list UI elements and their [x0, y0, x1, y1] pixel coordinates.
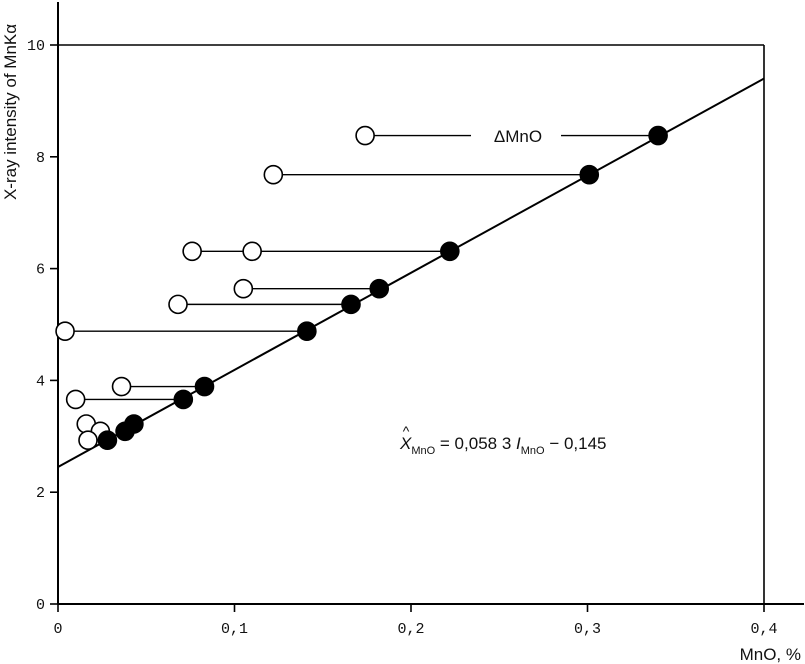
filled-data-point	[173, 389, 194, 410]
filled-data-point	[369, 278, 390, 299]
open-data-point	[182, 241, 202, 262]
open-data-point	[355, 125, 375, 146]
open-data-point	[263, 164, 284, 185]
open-data-point	[111, 376, 132, 397]
y-tick-label: 0	[36, 597, 45, 614]
regression-equation: XMnO = 0,058 3 IMnO − 0,145 ^	[399, 423, 607, 457]
equation-hat: ^	[403, 423, 410, 439]
delta-label: ΔMnO	[494, 127, 542, 146]
filled-data-point	[97, 430, 118, 451]
equation-sub2: MnO	[521, 445, 545, 457]
equation-var2: I	[516, 434, 521, 453]
open-data-point	[65, 389, 86, 410]
open-data-point	[55, 321, 75, 342]
y-tick-label: 10	[27, 38, 45, 55]
filled-data-point	[440, 241, 460, 262]
filled-data-point	[579, 164, 600, 185]
open-data-point	[233, 278, 254, 299]
y-tick-label: 6	[36, 262, 45, 279]
equation-mid: = 0,058 3	[435, 434, 516, 453]
data-points	[55, 125, 668, 451]
x-tick-label: 0,4	[750, 621, 777, 638]
x-tick-label: 0,3	[574, 621, 601, 638]
filled-data-point	[297, 321, 317, 342]
y-axis-label: X-ray intensity of MnKα	[1, 24, 20, 200]
reference-box	[58, 44, 765, 604]
filled-data-point	[115, 421, 135, 442]
x-tick-label: 0,2	[397, 621, 424, 638]
open-data-point	[78, 430, 98, 451]
open-data-point	[242, 241, 262, 262]
equation-tail: − 0,145	[545, 434, 607, 453]
filled-data-point	[648, 125, 668, 146]
y-tick-label: 4	[36, 373, 45, 390]
axes	[57, 2, 804, 605]
connector-lines	[65, 134, 659, 401]
y-axis-ticks: 0 2 4 6 8 10	[27, 38, 58, 614]
x-axis-ticks: 0 0,1 0,2 0,3 0,4	[53, 604, 778, 638]
x-tick-label: 0	[53, 621, 62, 638]
y-tick-label: 2	[36, 485, 45, 502]
equation-sub1: MnO	[411, 445, 435, 457]
y-tick-label: 8	[36, 150, 45, 167]
equation-text: XMnO = 0,058 3 IMnO − 0,145	[399, 434, 607, 457]
x-tick-label: 0,1	[221, 621, 248, 638]
filled-data-point	[341, 294, 361, 315]
x-axis-label: MnO, %	[740, 645, 801, 664]
filled-data-point	[194, 376, 215, 397]
open-data-point	[168, 294, 188, 315]
equation-var1: X	[399, 434, 412, 453]
